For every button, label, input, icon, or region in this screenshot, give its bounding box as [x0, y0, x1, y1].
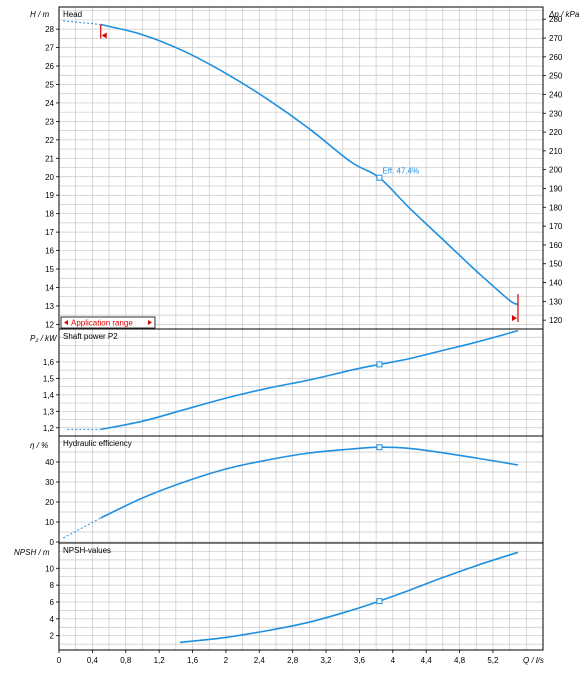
y-tick-label: 2 — [50, 632, 55, 641]
application-range-box — [60, 316, 156, 329]
y2-tick-label: 280 — [549, 15, 563, 24]
y-tick-label: 40 — [45, 458, 54, 467]
y2-tick-label: 270 — [549, 34, 563, 43]
x-tick-label: 2,8 — [287, 656, 299, 665]
duty-point-marker — [376, 174, 383, 181]
panel-frame — [58, 6, 544, 330]
x-tick-label: 2,4 — [254, 656, 266, 665]
y-tick-label: 16 — [45, 247, 54, 256]
y2-tick-label: 220 — [549, 128, 563, 137]
y-tick-label: 18 — [45, 210, 54, 219]
y-tick-label: 1,3 — [43, 407, 55, 416]
range-end-arrow — [511, 315, 517, 322]
y-tick-label: 17 — [45, 228, 54, 237]
data-curve — [100, 329, 519, 431]
y-axis-label: NPSH / m — [14, 548, 50, 557]
data-curve — [100, 446, 519, 519]
data-curve — [179, 551, 519, 644]
y-tick-label: 4 — [50, 615, 55, 624]
y-tick-label: 20 — [45, 498, 54, 507]
duty-point-marker — [376, 361, 383, 368]
y-tick-label: 27 — [45, 44, 54, 53]
y-tick-label: 25 — [45, 81, 54, 90]
y-tick-label: 15 — [45, 265, 54, 274]
y-tick-label: 1,2 — [43, 424, 55, 433]
y-tick-label: 1,5 — [43, 374, 55, 383]
y2-tick-label: 120 — [549, 316, 563, 325]
y2-tick-label: 200 — [549, 166, 563, 175]
y2-tick-label: 140 — [549, 279, 563, 288]
y2-tick-label: 180 — [549, 203, 563, 212]
x-tick-label: 1,6 — [187, 656, 199, 665]
duty-point-marker — [376, 444, 383, 451]
x-tick-label: 0,8 — [120, 656, 132, 665]
x-tick-label: 3,6 — [354, 656, 366, 665]
panel-title: NPSH-values — [63, 546, 111, 555]
y-axis-label: η / % — [30, 441, 48, 450]
range-start-arrow — [101, 32, 107, 39]
y-tick-label: 10 — [45, 518, 54, 527]
efficiency-annotation: Eff. 47,4% — [382, 167, 419, 176]
y-axis-label: P₂ / kW — [30, 334, 58, 343]
y2-tick-label: 160 — [549, 241, 563, 250]
y-tick-label: 28 — [45, 25, 54, 34]
application-range-label: Application range — [71, 319, 133, 328]
curves-layer — [62, 20, 519, 644]
y2-tick-label: 130 — [549, 297, 563, 306]
y-tick-label: 8 — [50, 581, 55, 590]
y-axis-label: H / m — [30, 10, 49, 19]
panel-frame — [58, 542, 544, 651]
panel-frames — [56, 6, 546, 653]
y2-tick-label: 240 — [549, 90, 563, 99]
y-tick-label: 21 — [45, 154, 54, 163]
y2-tick-label: 230 — [549, 109, 563, 118]
y-tick-label: 20 — [45, 173, 54, 182]
panel-title: Head — [63, 10, 82, 19]
y2-tick-label: 170 — [549, 222, 563, 231]
duty-point-marker — [376, 598, 383, 605]
x-tick-label: 5,2 — [487, 656, 499, 665]
y-tick-label: 14 — [45, 283, 54, 292]
x-tick-label: 0,4 — [87, 656, 99, 665]
y-tick-label: 23 — [45, 117, 54, 126]
x-tick-label: 4,8 — [454, 656, 466, 665]
y-tick-label: 26 — [45, 62, 54, 71]
y2-tick-label: 260 — [549, 53, 563, 62]
y-tick-label: 1,4 — [43, 391, 55, 400]
curve-extension — [62, 517, 101, 539]
x-tick-label: 4,4 — [421, 656, 433, 665]
curve-extension — [63, 20, 101, 25]
y2-tick-label: 150 — [549, 260, 563, 269]
x-tick-label: 1,2 — [154, 656, 166, 665]
y2-tick-label: 210 — [549, 147, 563, 156]
y-tick-label: 10 — [45, 564, 54, 573]
application-range-right-arrow — [148, 320, 152, 325]
y-tick-label: 30 — [45, 478, 54, 487]
y2-tick-label: 250 — [549, 72, 563, 81]
y-tick-label: 22 — [45, 136, 54, 145]
panel-title: Shaft power P2 — [63, 332, 118, 341]
x-tick-label: 3,2 — [320, 656, 332, 665]
x-tick-label: 0 — [57, 656, 62, 665]
y-tick-label: 24 — [45, 99, 54, 108]
panel-title: Hydraulic efficiency — [63, 439, 132, 448]
data-curve — [100, 23, 519, 305]
application-range-left-arrow — [64, 320, 68, 325]
x-axis-label: Q / l/s — [523, 656, 544, 665]
y-tick-label: 19 — [45, 191, 54, 200]
y-tick-label: 12 — [45, 320, 54, 329]
y-tick-label: 0 — [50, 538, 55, 547]
y2-tick-label: 190 — [549, 185, 563, 194]
y-tick-label: 13 — [45, 302, 54, 311]
x-tick-label: 2 — [224, 656, 229, 665]
y-tick-label: 6 — [50, 598, 55, 607]
y-tick-label: 1,6 — [43, 358, 55, 367]
y2-axis-label: Δp / kPa — [548, 10, 580, 19]
x-tick-label: 4 — [391, 656, 396, 665]
